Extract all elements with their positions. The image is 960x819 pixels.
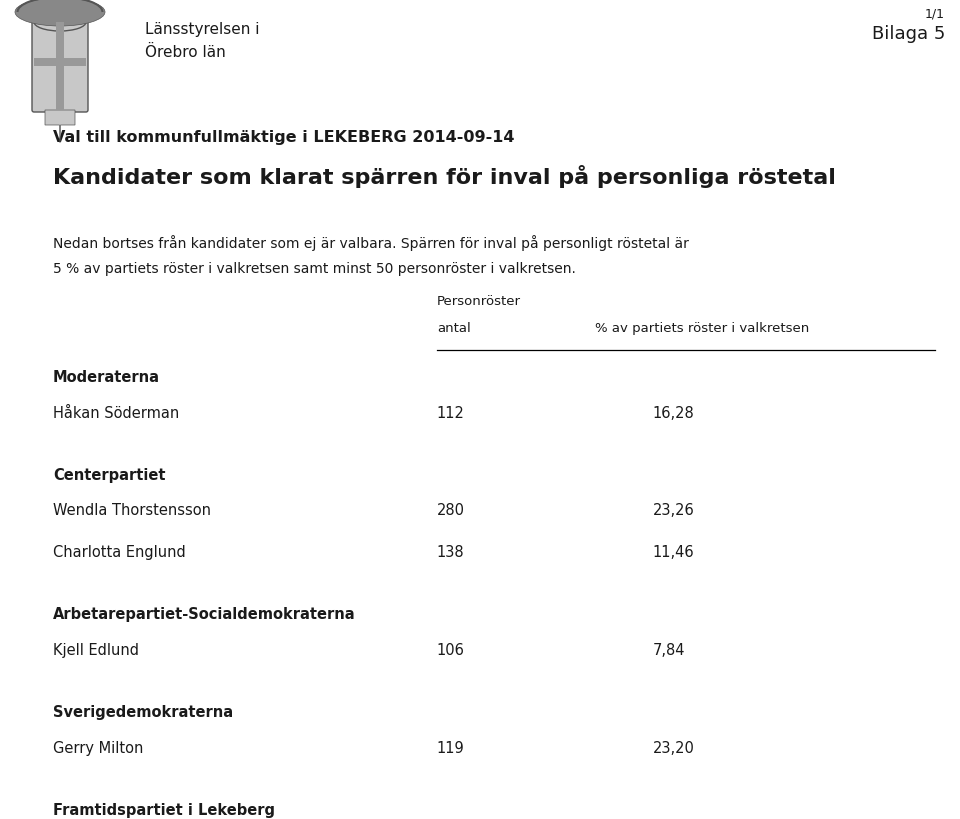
Text: Wendla Thorstensson: Wendla Thorstensson bbox=[53, 504, 211, 518]
Text: Länsstyrelsen i: Länsstyrelsen i bbox=[145, 22, 259, 37]
Text: Håkan Söderman: Håkan Söderman bbox=[53, 405, 180, 421]
Text: Arbetarepartiet-Socialdemokraterna: Arbetarepartiet-Socialdemokraterna bbox=[53, 608, 355, 622]
Text: 112: 112 bbox=[437, 405, 465, 421]
Text: 119: 119 bbox=[437, 741, 465, 756]
Text: 5 % av partiets röster i valkretsen samt minst 50 personröster i valkretsen.: 5 % av partiets röster i valkretsen samt… bbox=[53, 262, 576, 276]
FancyBboxPatch shape bbox=[32, 20, 88, 112]
Text: Örebro län: Örebro län bbox=[145, 45, 226, 60]
FancyArrow shape bbox=[45, 110, 75, 143]
Text: Val till kommunfullmäktige i LEKEBERG 2014-09-14: Val till kommunfullmäktige i LEKEBERG 20… bbox=[53, 130, 515, 145]
Text: Gerry Milton: Gerry Milton bbox=[53, 741, 143, 756]
Ellipse shape bbox=[34, 13, 86, 31]
Text: Personröster: Personröster bbox=[437, 295, 520, 308]
Text: 23,26: 23,26 bbox=[653, 504, 694, 518]
Text: 106: 106 bbox=[437, 643, 465, 658]
Text: antal: antal bbox=[437, 322, 470, 335]
Text: 1/1: 1/1 bbox=[925, 8, 945, 21]
Text: Sverigedemokraterna: Sverigedemokraterna bbox=[53, 705, 233, 720]
Ellipse shape bbox=[15, 0, 105, 26]
Text: Charlotta Englund: Charlotta Englund bbox=[53, 545, 185, 560]
Text: Kandidater som klarat spärren för inval på personliga röstetal: Kandidater som klarat spärren för inval … bbox=[53, 165, 835, 188]
Text: 23,20: 23,20 bbox=[653, 741, 695, 756]
Text: Moderaterna: Moderaterna bbox=[53, 370, 159, 385]
Text: 11,46: 11,46 bbox=[653, 545, 694, 560]
Text: % av partiets röster i valkretsen: % av partiets röster i valkretsen bbox=[595, 322, 809, 335]
Text: 16,28: 16,28 bbox=[653, 405, 694, 421]
Text: Framtidspartiet i Lekeberg: Framtidspartiet i Lekeberg bbox=[53, 803, 275, 818]
Bar bbox=[34, 58, 86, 66]
Text: Centerpartiet: Centerpartiet bbox=[53, 468, 165, 482]
Text: Bilaga 5: Bilaga 5 bbox=[872, 25, 945, 43]
Text: Kjell Edlund: Kjell Edlund bbox=[53, 643, 139, 658]
Bar bbox=[56, 22, 64, 110]
Text: 7,84: 7,84 bbox=[653, 643, 685, 658]
Text: 280: 280 bbox=[437, 504, 465, 518]
Text: 138: 138 bbox=[437, 545, 465, 560]
Text: Nedan bortses från kandidater som ej är valbara. Spärren för inval på personligt: Nedan bortses från kandidater som ej är … bbox=[53, 235, 688, 251]
